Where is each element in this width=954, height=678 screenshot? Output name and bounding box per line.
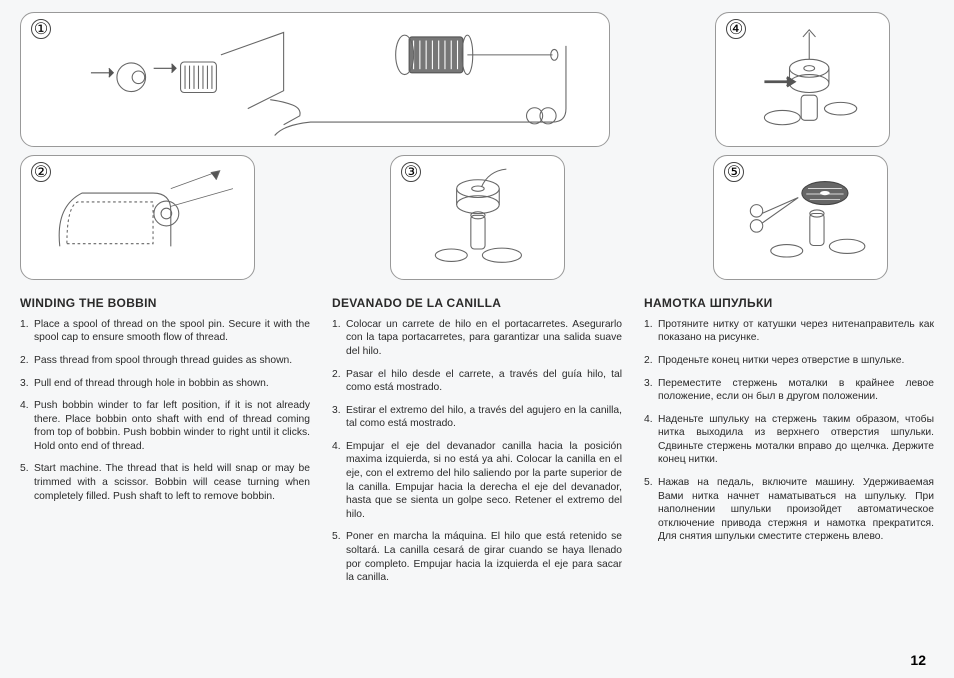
column-russian: НАМОТКА ШПУЛЬКИ Протяните нитку от катуш…	[644, 296, 934, 594]
sewing-machine-top-illustration	[27, 19, 603, 140]
list-item: Pull end of thread through hole in bobbi…	[20, 377, 310, 391]
column-english: WINDING THE BOBBIN Place a spool of thre…	[20, 296, 310, 594]
list-item: Colocar un carrete de hilo en el portaca…	[332, 318, 622, 359]
list-item: Протяните нитку от катушки через нитенап…	[644, 318, 934, 345]
diagram-1: ①	[20, 12, 610, 147]
list-item: Empujar el eje del devanador canilla hac…	[332, 440, 622, 521]
list-item: Pass thread from spool through thread gu…	[20, 354, 310, 368]
list-item: Наденьте шпульку на стержень таким образ…	[644, 413, 934, 467]
diagram-number-4: ④	[726, 19, 746, 39]
bobbin-thread-hole-illustration	[397, 162, 558, 273]
list-russian: Протяните нитку от катушки через нитенап…	[644, 318, 934, 544]
diagram-row-2: ② ③ ⑤	[20, 155, 934, 280]
list-item: Нажав на педаль, включите машину. Удержи…	[644, 476, 934, 544]
thread-guide-illustration	[27, 162, 248, 273]
list-item: Переместите стержень моталки в крайнее л…	[644, 377, 934, 404]
diagram-5: ⑤	[713, 155, 888, 280]
diagram-3: ③	[390, 155, 565, 280]
instruction-columns: WINDING THE BOBBIN Place a spool of thre…	[20, 296, 934, 594]
list-item: Pasar el hilo desde el carrete, a través…	[332, 368, 622, 395]
list-item: Place a spool of thread on the spool pin…	[20, 318, 310, 345]
list-item: Push bobbin winder to far left position,…	[20, 399, 310, 453]
diagram-number-5: ⑤	[724, 162, 744, 182]
heading-spanish: DEVANADO DE LA CANILLA	[332, 296, 622, 312]
heading-russian: НАМОТКА ШПУЛЬКИ	[644, 296, 934, 312]
diagram-number-1: ①	[31, 19, 51, 39]
diagram-row-1: ① ④	[20, 12, 934, 147]
list-item: Estirar el extremo del hilo, a través de…	[332, 404, 622, 431]
diagram-number-3: ③	[401, 162, 421, 182]
list-item: Start machine. The thread that is held w…	[20, 462, 310, 503]
scissor-trim-illustration	[720, 162, 881, 273]
page-number: 12	[910, 652, 926, 668]
diagram-4: ④	[715, 12, 890, 147]
diagram-number-2: ②	[31, 162, 51, 182]
diagram-2: ②	[20, 155, 255, 280]
list-english: Place a spool of thread on the spool pin…	[20, 318, 310, 503]
list-item: Проденьте конец нитки через отверстие в …	[644, 354, 934, 368]
column-spanish: DEVANADO DE LA CANILLA Colocar un carret…	[332, 296, 622, 594]
list-spanish: Colocar un carrete de hilo en el portaca…	[332, 318, 622, 585]
heading-english: WINDING THE BOBBIN	[20, 296, 310, 312]
list-item: Poner en marcha la máquina. El hilo que …	[332, 530, 622, 584]
bobbin-on-winder-illustration	[722, 19, 883, 140]
